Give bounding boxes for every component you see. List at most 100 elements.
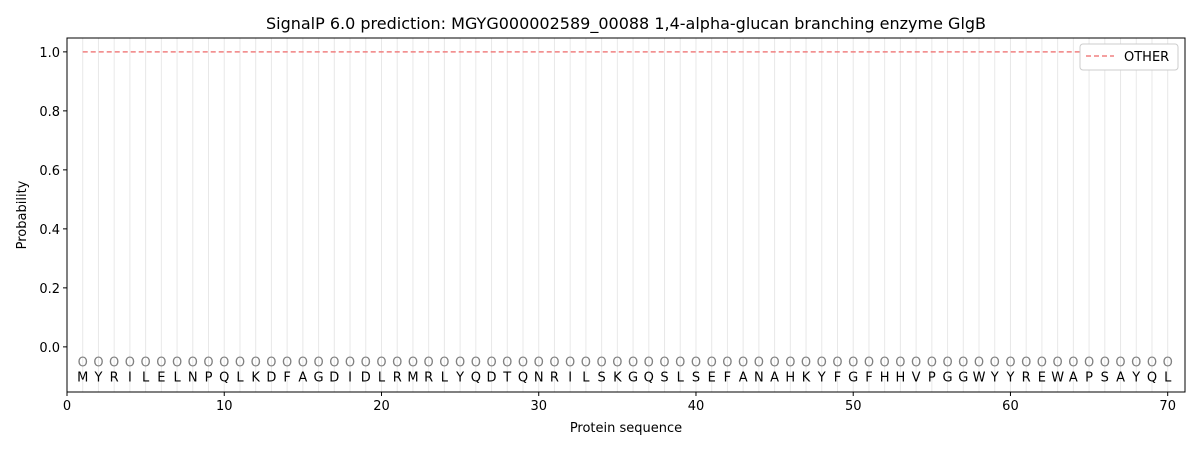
residue-31: R — [550, 370, 559, 385]
label-marker-47: O — [801, 356, 811, 371]
residue-9: P — [205, 370, 213, 385]
residue-68: Y — [1131, 370, 1140, 385]
legend: OTHER — [1079, 43, 1179, 71]
label-marker-28: O — [502, 356, 512, 371]
residue-66: S — [1101, 370, 1109, 385]
label-marker-70: O — [1163, 356, 1173, 371]
residue-39: L — [677, 370, 685, 385]
label-marker-17: O — [329, 356, 339, 371]
label-marker-51: O — [864, 356, 874, 371]
residue-26: Q — [471, 370, 481, 385]
y-axis-label: Probability — [15, 180, 30, 249]
y-tick-label: 0.0 — [39, 341, 60, 356]
residue-2: Y — [93, 370, 102, 385]
residue-61: R — [1022, 370, 1031, 385]
label-marker-66: O — [1100, 356, 1110, 371]
residue-29: Q — [518, 370, 528, 385]
label-marker-69: O — [1147, 356, 1157, 371]
label-marker-7: O — [172, 356, 182, 371]
label-marker-15: O — [298, 356, 308, 371]
legend-label-other: OTHER — [1124, 50, 1169, 65]
label-marker-62: O — [1037, 356, 1047, 371]
residue-67: A — [1116, 370, 1125, 385]
plot-frame — [66, 37, 1186, 393]
label-marker-25: O — [455, 356, 465, 371]
residue-3: R — [110, 370, 119, 385]
label-marker-19: O — [361, 356, 371, 371]
residue-30: N — [534, 370, 544, 385]
y-tick-label: 0.6 — [39, 164, 60, 179]
label-marker-45: O — [769, 356, 779, 371]
residue-25: Y — [455, 370, 464, 385]
residue-23: R — [424, 370, 433, 385]
residue-60: Y — [1005, 370, 1014, 385]
residue-57: G — [958, 370, 968, 385]
label-marker-14: O — [282, 356, 292, 371]
label-marker-2: O — [93, 356, 103, 371]
x-tick-label: 0 — [63, 399, 71, 414]
label-marker-53: O — [895, 356, 905, 371]
label-marker-60: O — [1005, 356, 1015, 371]
label-marker-55: O — [927, 356, 937, 371]
y-tick-label: 0.4 — [39, 223, 60, 238]
label-marker-22: O — [408, 356, 418, 371]
label-marker-33: O — [581, 356, 591, 371]
label-marker-29: O — [518, 356, 528, 371]
x-tick-label: 20 — [373, 399, 390, 414]
label-marker-9: O — [203, 356, 213, 371]
label-marker-58: O — [974, 356, 984, 371]
residue-20: L — [378, 370, 386, 385]
residue-5: L — [142, 370, 150, 385]
label-marker-46: O — [785, 356, 795, 371]
label-marker-24: O — [439, 356, 449, 371]
x-tick-label: 50 — [845, 399, 862, 414]
residue-63: W — [1051, 370, 1064, 385]
x-tick-label: 40 — [688, 399, 705, 414]
label-marker-40: O — [691, 356, 701, 371]
label-marker-1: O — [78, 356, 88, 371]
residue-27: D — [487, 370, 497, 385]
label-marker-50: O — [848, 356, 858, 371]
label-marker-49: O — [832, 356, 842, 371]
residue-15: A — [298, 370, 307, 385]
residue-37: Q — [644, 370, 654, 385]
label-marker-30: O — [534, 356, 544, 371]
label-marker-34: O — [597, 356, 607, 371]
label-marker-11: O — [235, 356, 245, 371]
residue-52: H — [880, 370, 890, 385]
residue-34: S — [597, 370, 605, 385]
residue-65: P — [1085, 370, 1093, 385]
residue-49: F — [834, 370, 841, 385]
residue-69: Q — [1147, 370, 1157, 385]
residue-4: I — [128, 370, 132, 385]
label-marker-39: O — [675, 356, 685, 371]
label-marker-23: O — [424, 356, 434, 371]
residue-42: F — [724, 370, 731, 385]
label-marker-16: O — [313, 356, 323, 371]
residue-51: F — [865, 370, 872, 385]
y-tick-label: 0.8 — [39, 105, 60, 120]
label-marker-65: O — [1084, 356, 1094, 371]
residue-58: W — [973, 370, 986, 385]
residue-46: H — [785, 370, 795, 385]
label-marker-42: O — [722, 356, 732, 371]
label-marker-35: O — [612, 356, 622, 371]
x-tick-label: 60 — [1002, 399, 1019, 414]
residue-48: Y — [817, 370, 826, 385]
label-marker-26: O — [471, 356, 481, 371]
label-marker-20: O — [376, 356, 386, 371]
label-marker-68: O — [1131, 356, 1141, 371]
label-marker-52: O — [880, 356, 890, 371]
residue-12: K — [251, 370, 260, 385]
residue-11: L — [236, 370, 244, 385]
label-marker-59: O — [990, 356, 1000, 371]
label-marker-3: O — [109, 356, 119, 371]
x-tick-label: 10 — [216, 399, 233, 414]
residue-53: H — [895, 370, 905, 385]
label-marker-54: O — [911, 356, 921, 371]
residue-33: L — [582, 370, 590, 385]
residue-16: G — [314, 370, 324, 385]
residue-47: K — [802, 370, 811, 385]
label-marker-5: O — [141, 356, 151, 371]
chart-title: SignalP 6.0 prediction: MGYG000002589_00… — [266, 14, 986, 34]
